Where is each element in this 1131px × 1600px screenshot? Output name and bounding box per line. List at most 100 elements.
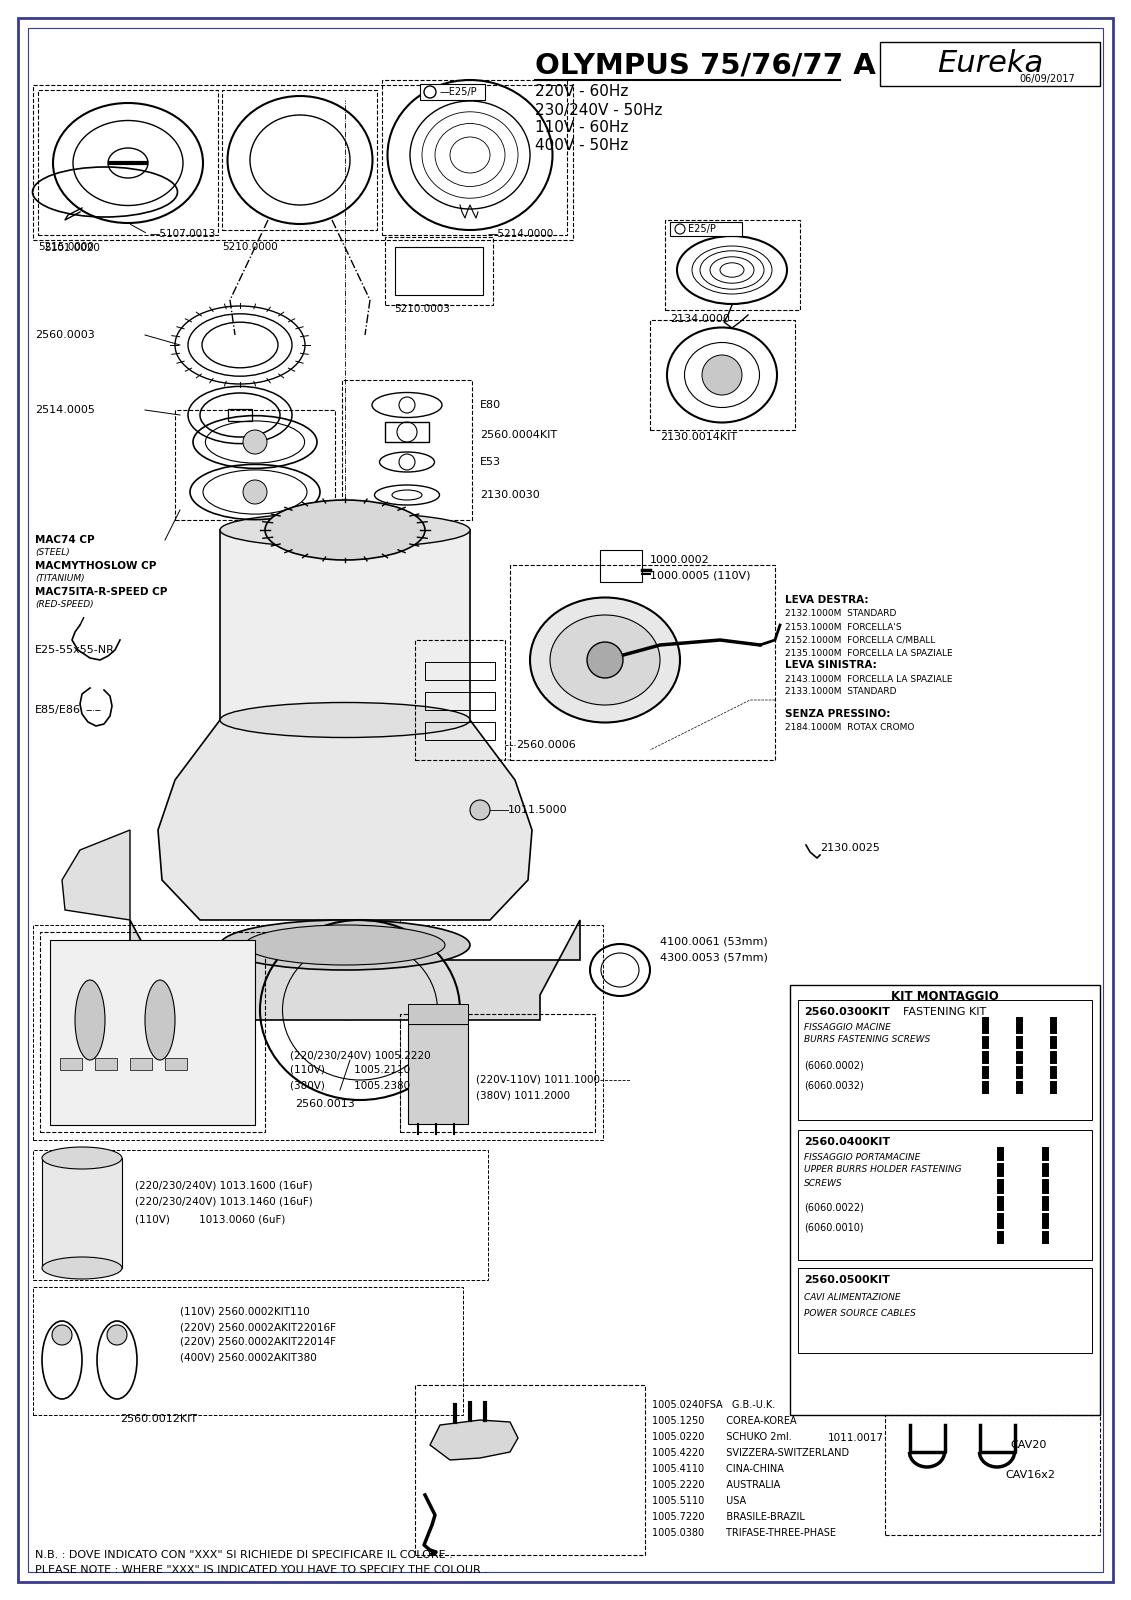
Bar <box>789 986 1100 1414</box>
Text: (400V) 2560.0002AKIT380: (400V) 2560.0002AKIT380 <box>180 1352 317 1362</box>
Bar <box>400 1014 595 1133</box>
Text: 1000.0002: 1000.0002 <box>650 555 710 565</box>
Text: (380V)         1005.2380: (380V) 1005.2380 <box>290 1080 411 1090</box>
Bar <box>130 1058 152 1070</box>
Text: 2133.1000M  STANDARD: 2133.1000M STANDARD <box>785 688 897 696</box>
Ellipse shape <box>75 979 105 1059</box>
Text: OLYMPUS 75/76/77 A: OLYMPUS 75/76/77 A <box>535 51 875 78</box>
Bar <box>385 422 429 442</box>
Text: MAC74 CP: MAC74 CP <box>35 534 95 546</box>
Ellipse shape <box>221 702 470 738</box>
Text: —E25/P: —E25/P <box>440 86 477 98</box>
Ellipse shape <box>550 614 661 706</box>
Text: 400V - 50Hz: 400V - 50Hz <box>535 139 628 154</box>
Text: 5215.0000: 5215.0000 <box>38 242 94 251</box>
Text: 1005.0380       TRIFASE-THREE-PHASE: 1005.0380 TRIFASE-THREE-PHASE <box>651 1528 836 1538</box>
Text: CAV16x2: CAV16x2 <box>1005 1470 1055 1480</box>
Text: (6060.0032): (6060.0032) <box>804 1080 864 1090</box>
Text: 5210.0003: 5210.0003 <box>394 304 450 314</box>
Text: 2153.1000M  FORCELLA'S: 2153.1000M FORCELLA'S <box>785 622 901 632</box>
Bar <box>385 237 493 306</box>
Text: 220V - 60Hz: 220V - 60Hz <box>535 85 629 99</box>
Text: FASTENING KIT: FASTENING KIT <box>904 1006 986 1018</box>
Text: 1005.7220       BRASILE-BRAZIL: 1005.7220 BRASILE-BRAZIL <box>651 1512 805 1522</box>
Text: (220/230/240V) 1005.2220: (220/230/240V) 1005.2220 <box>290 1050 431 1059</box>
Text: (6060.0022): (6060.0022) <box>804 1203 864 1213</box>
Bar <box>510 565 775 760</box>
Bar <box>395 246 483 294</box>
Bar <box>33 1150 487 1280</box>
Text: LEVA DESTRA:: LEVA DESTRA: <box>785 595 869 605</box>
Text: (110V) 2560.0002KIT110: (110V) 2560.0002KIT110 <box>180 1307 310 1317</box>
Text: 1005.4220       SVIZZERA-SWITZERLAND: 1005.4220 SVIZZERA-SWITZERLAND <box>651 1448 849 1458</box>
Text: CAVI ALIMENTAZIONE: CAVI ALIMENTAZIONE <box>804 1293 900 1302</box>
Bar <box>382 80 567 235</box>
Text: POWER SOURCE CABLES: POWER SOURCE CABLES <box>804 1309 916 1317</box>
Text: 4300.0053 (57mm): 4300.0053 (57mm) <box>661 952 768 962</box>
Text: 2560.0003: 2560.0003 <box>35 330 95 341</box>
Text: 2130.0030: 2130.0030 <box>480 490 539 499</box>
Text: MAC75ITA-R-SPEED CP: MAC75ITA-R-SPEED CP <box>35 587 167 597</box>
Polygon shape <box>130 920 580 1021</box>
Bar <box>50 939 254 1125</box>
Polygon shape <box>158 720 532 920</box>
Text: (220V) 2560.0002AKIT22016F: (220V) 2560.0002AKIT22016F <box>180 1322 336 1331</box>
Ellipse shape <box>265 499 425 560</box>
Text: 2514.0005: 2514.0005 <box>35 405 95 414</box>
Text: 2560.0012KIT: 2560.0012KIT <box>120 1414 197 1424</box>
Text: 1011.0017: 1011.0017 <box>828 1434 884 1443</box>
Text: 5210.0000: 5210.0000 <box>222 242 278 251</box>
Text: SENZA PRESSINO:: SENZA PRESSINO: <box>785 709 890 718</box>
Bar <box>415 1386 645 1555</box>
Text: FISSAGGIO MACINE: FISSAGGIO MACINE <box>804 1022 891 1032</box>
Text: (220/230/240V) 1013.1600 (16uF): (220/230/240V) 1013.1600 (16uF) <box>135 1181 312 1190</box>
Text: (STEEL): (STEEL) <box>35 549 70 557</box>
Bar <box>880 42 1100 86</box>
Text: 2132.1000M  STANDARD: 2132.1000M STANDARD <box>785 610 897 619</box>
Bar <box>415 640 506 760</box>
Text: N.B. : DOVE INDICATO CON "XXX" SI RICHIEDE DI SPECIFICARE IL COLORE .: N.B. : DOVE INDICATO CON "XXX" SI RICHIE… <box>35 1550 452 1560</box>
Text: 2560.0006: 2560.0006 <box>516 739 576 750</box>
Bar <box>222 90 377 230</box>
Bar <box>601 550 642 582</box>
Ellipse shape <box>530 597 680 723</box>
Ellipse shape <box>221 512 470 547</box>
Bar <box>165 1058 187 1070</box>
Text: (110V)         1005.2110: (110V) 1005.2110 <box>290 1066 411 1075</box>
Text: (220V) 2560.0002AKIT22014F: (220V) 2560.0002AKIT22014F <box>180 1338 336 1347</box>
Bar <box>798 1267 1093 1354</box>
Bar <box>425 722 495 739</box>
Text: 230/240V - 50Hz: 230/240V - 50Hz <box>535 102 663 117</box>
Text: 1005.5110       USA: 1005.5110 USA <box>651 1496 746 1506</box>
Circle shape <box>243 430 267 454</box>
Bar <box>42 1158 122 1267</box>
Text: 2560.0500KIT: 2560.0500KIT <box>804 1275 890 1285</box>
Text: BURRS FASTENING SCREWS: BURRS FASTENING SCREWS <box>804 1035 931 1045</box>
Text: 2143.1000M  FORCELLA LA SPAZIALE: 2143.1000M FORCELLA LA SPAZIALE <box>785 675 952 683</box>
Text: E85/E86: E85/E86 <box>35 706 81 715</box>
Text: 2560.0013: 2560.0013 <box>295 1099 355 1109</box>
Text: 2152.1000M  FORCELLA C/MBALL: 2152.1000M FORCELLA C/MBALL <box>785 635 935 645</box>
Bar <box>670 222 742 235</box>
Text: (220/230/240V) 1013.1460 (16uF): (220/230/240V) 1013.1460 (16uF) <box>135 1197 313 1206</box>
Bar <box>175 410 335 520</box>
Bar <box>342 379 472 520</box>
Text: 1011.5000: 1011.5000 <box>508 805 568 814</box>
Text: 1005.2220       AUSTRALIA: 1005.2220 AUSTRALIA <box>651 1480 780 1490</box>
Text: 1005.0240FSA   G.B.-U.K.: 1005.0240FSA G.B.-U.K. <box>651 1400 775 1410</box>
Bar <box>884 1414 1100 1534</box>
Text: 2130.0025: 2130.0025 <box>820 843 880 853</box>
Text: 2560.0300KIT: 2560.0300KIT <box>804 1006 890 1018</box>
Bar <box>798 1000 1093 1120</box>
Text: FISSAGGIO PORTAMACINE: FISSAGGIO PORTAMACINE <box>804 1152 921 1162</box>
Circle shape <box>470 800 490 819</box>
Bar <box>408 1005 468 1024</box>
Bar <box>425 691 495 710</box>
Text: 4100.0061 (53mm): 4100.0061 (53mm) <box>661 938 768 947</box>
Text: (110V)         1013.0060 (6uF): (110V) 1013.0060 (6uF) <box>135 1214 285 1224</box>
Text: SCREWS: SCREWS <box>804 1179 843 1187</box>
Circle shape <box>52 1325 72 1346</box>
Text: 2560.0004KIT: 2560.0004KIT <box>480 430 558 440</box>
Text: CAV20: CAV20 <box>1010 1440 1046 1450</box>
Ellipse shape <box>42 1147 122 1170</box>
